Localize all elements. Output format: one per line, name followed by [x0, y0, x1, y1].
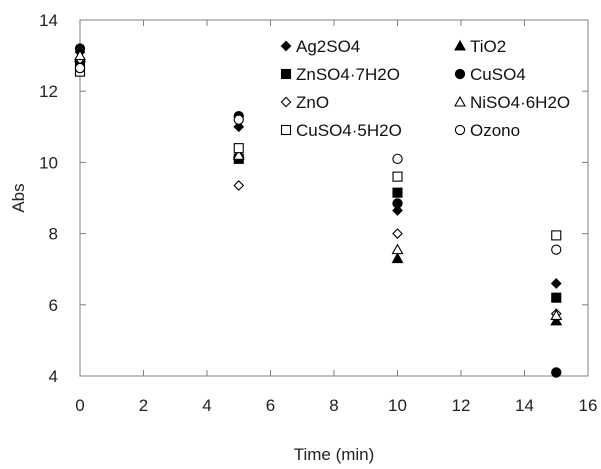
data-point	[233, 121, 245, 133]
y-tick-label: 10	[39, 153, 58, 172]
x-tick-label: 12	[452, 396, 471, 415]
data-point	[551, 244, 562, 255]
data-point	[551, 292, 562, 303]
legend-marker	[454, 39, 466, 51]
data-point	[550, 278, 562, 289]
data-point	[74, 49, 86, 61]
legend-label: NiSO4·6H2O	[470, 93, 570, 112]
data-point	[551, 230, 562, 241]
y-tick-label: 14	[39, 11, 58, 30]
legend-marker	[280, 124, 292, 136]
legend-item: ZnSO4·7H2O	[280, 65, 400, 84]
data-point	[392, 187, 403, 198]
y-tick-label: 6	[49, 296, 58, 315]
legend-marker	[454, 68, 466, 80]
data-point	[392, 198, 403, 209]
legend-label: ZnSO4·7H2O	[296, 65, 400, 84]
data-point	[392, 228, 403, 239]
data-point	[392, 205, 403, 216]
y-axis-title: Abs	[9, 183, 28, 212]
x-tick-label: 10	[388, 396, 407, 415]
data-markers	[74, 43, 563, 378]
data-point	[391, 252, 404, 264]
legend-item: TiO2	[454, 37, 506, 56]
legend-marker	[280, 40, 292, 52]
legend-item: ZnO	[280, 93, 329, 112]
legend-label: Ozono	[470, 121, 520, 140]
data-point	[550, 309, 563, 321]
legend-marker	[454, 124, 466, 136]
legend-item: CuSO4·5H2O	[280, 121, 402, 140]
data-point	[233, 143, 244, 154]
data-point	[74, 62, 86, 74]
legend-marker	[454, 95, 466, 107]
legend-item: Ag2SO4	[280, 37, 360, 56]
data-point	[391, 243, 404, 255]
legend-label: CuSO4·5H2O	[296, 121, 402, 140]
data-point	[392, 153, 403, 164]
x-tick-label: 6	[266, 396, 275, 415]
legend-label: TiO2	[470, 37, 506, 56]
y-tick-label: 12	[39, 82, 58, 101]
legend-label: ZnO	[296, 93, 329, 112]
data-point	[233, 114, 244, 125]
x-tick-label: 0	[75, 396, 84, 415]
x-tick-label: 4	[202, 396, 211, 415]
x-tick-label: 8	[329, 396, 338, 415]
y-tick-label: 8	[49, 225, 58, 244]
x-axis: 0 2 4 6 8 10 12 14 16	[75, 20, 597, 415]
x-tick-label: 16	[579, 396, 598, 415]
data-point	[392, 171, 403, 182]
legend: Ag2SO4 TiO2 ZnSO4·7H2O CuSO4 ZnO NiSO4·6H2O Cu…	[280, 37, 570, 140]
data-point	[233, 180, 245, 191]
x-tick-label: 2	[139, 396, 148, 415]
legend-item: CuSO4	[454, 65, 526, 84]
data-point	[551, 367, 562, 378]
y-axis: 4 6 8 10 12 14	[39, 11, 588, 386]
legend-marker	[280, 96, 292, 108]
legend-marker	[280, 68, 292, 80]
x-tick-label: 14	[515, 396, 534, 415]
data-point	[550, 314, 563, 326]
legend-item: NiSO4·6H2O	[454, 93, 570, 112]
legend-item: Ozono	[454, 121, 520, 140]
y-tick-label: 4	[49, 367, 58, 386]
legend-label: Ag2SO4	[296, 37, 360, 56]
x-axis-title: Time (min)	[294, 445, 375, 464]
data-point	[232, 149, 245, 160]
legend-label: CuSO4	[470, 65, 526, 84]
